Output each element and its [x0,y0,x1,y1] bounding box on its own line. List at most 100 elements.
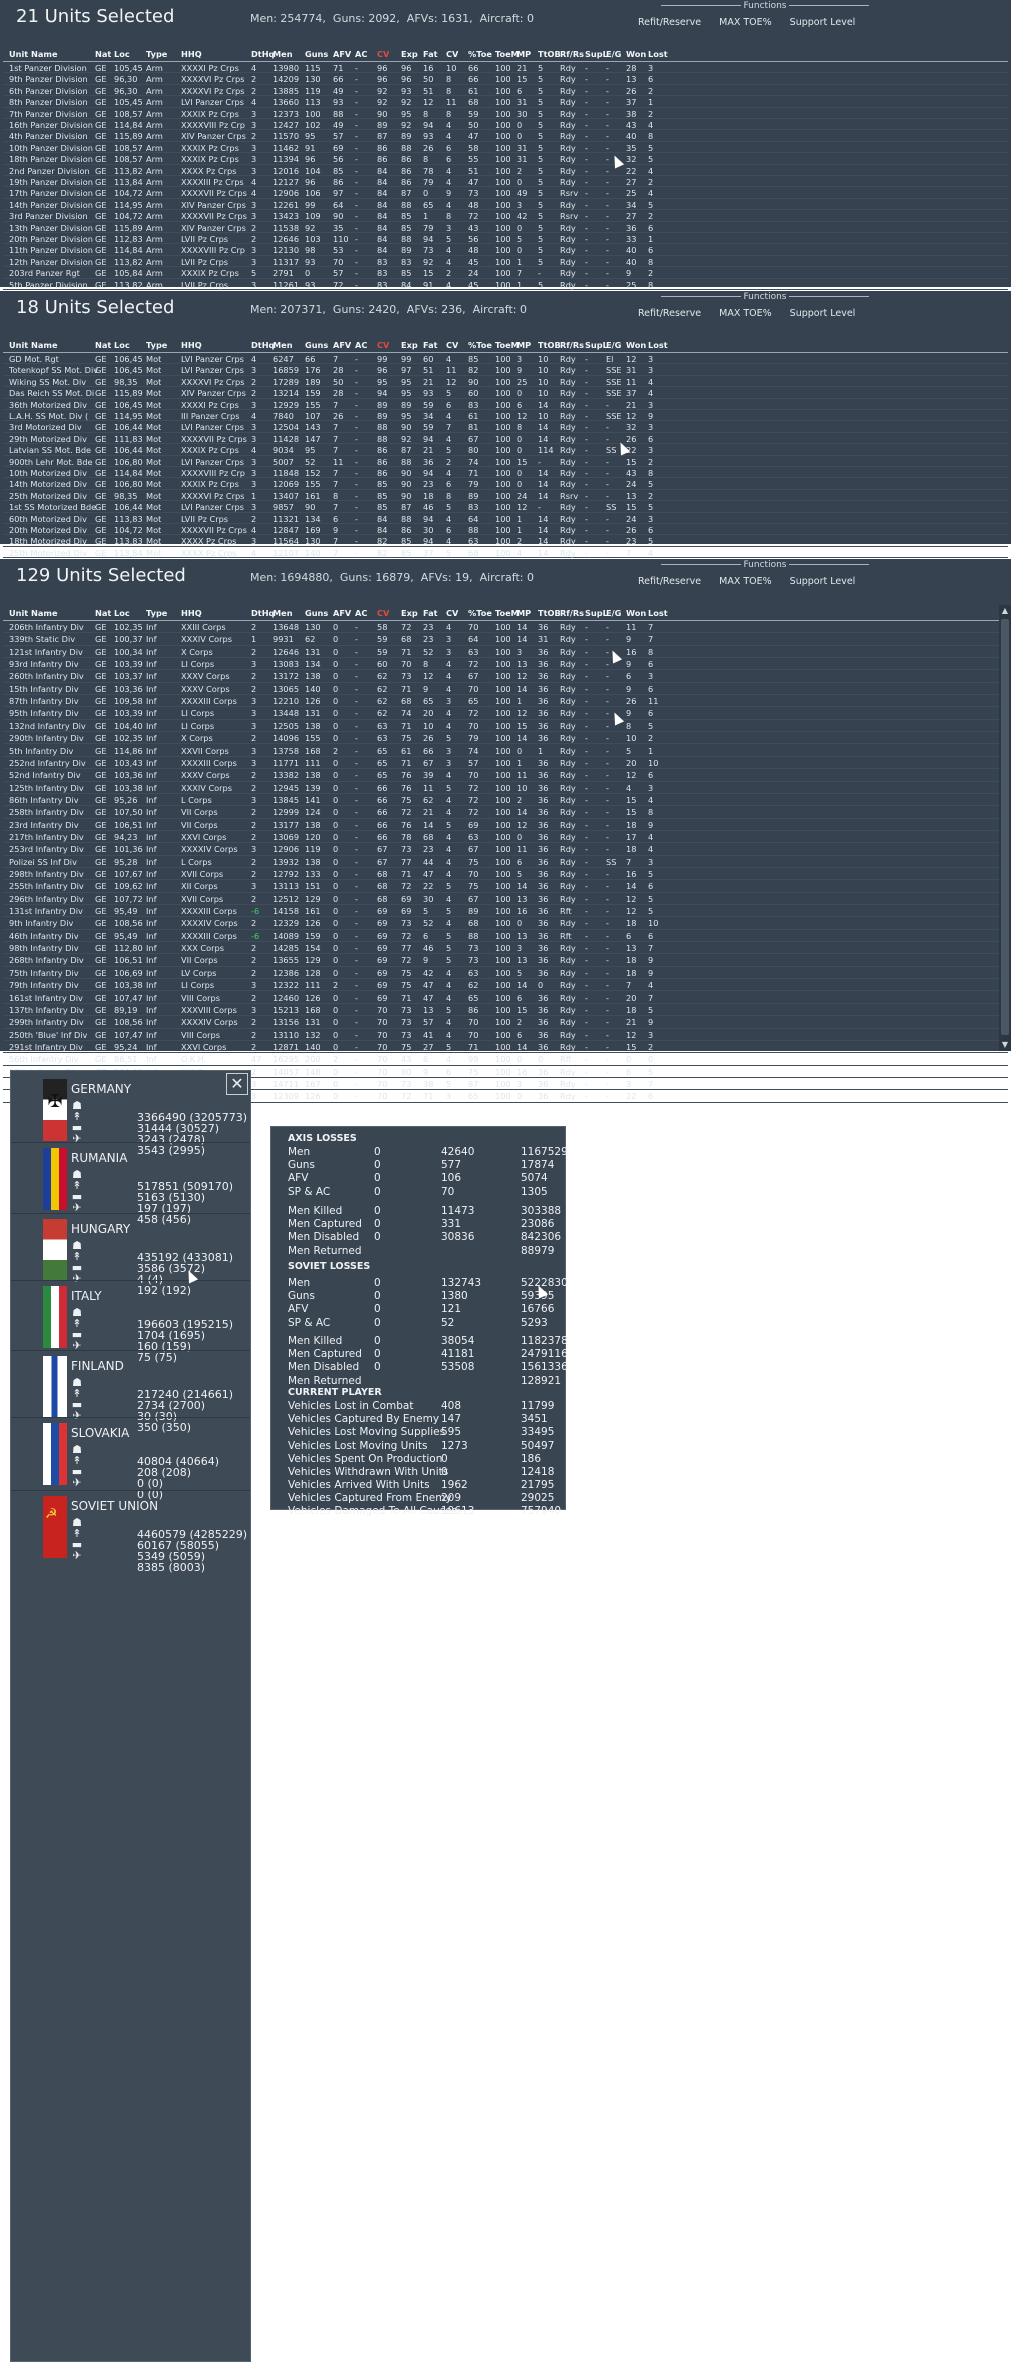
unit-row[interactable]: 203rd Panzer Rgt GE 105,84 Arm XXXIX Pz Crps… [3,267,1008,279]
unit-row[interactable]: 16th Panzer Division GE 114,84 Arm XXXXVIII … [3,119,1008,131]
column-header-hhq[interactable]: HHQ [181,608,202,618]
support-level-link[interactable]: Support Level [789,576,856,587]
column-header-ttob[interactable]: TtOB [538,49,561,59]
column-header-eg[interactable]: E/G [606,340,622,350]
column-header-exp[interactable]: Exp [401,340,418,350]
column-header-lost[interactable]: Lost [648,608,668,618]
unit-row[interactable]: Wiking SS Mot. Div GE 98,35 Mot XXXXVI Pz Cr… [3,376,1008,388]
unit-row[interactable]: 161st Infantry Div GE 107,47 Inf VIII Corps 2… [3,992,1008,1004]
unit-row[interactable]: 56th Infantry Div GE 86,51 Inf O.K.H. 47 16295… [3,1053,1008,1066]
unit-row[interactable]: 25th Motorized Div GE 98,35 Mot XXXXVI Pz Cr… [3,490,1008,502]
refit-reserve-link[interactable]: Refit/Reserve [638,17,702,28]
column-header-toe-pct[interactable]: %Toe [468,49,492,59]
unit-row[interactable]: 217th Infantry Div GE 94,23 Inf XXVI Corps 2 1… [3,831,1008,844]
unit-row[interactable]: 11th Panzer Division GE 114,84 Arm XXXXVIII … [3,244,1008,256]
unit-row[interactable]: 900th Lehr Mot. Bde GE 106,80 Mot LVI Panzer… [3,456,1008,467]
unit-row[interactable]: GD Mot. Rgt GE 106,45 Mot LVI Panzer Crps 4 62… [3,353,1008,365]
column-header-ac[interactable]: AC [355,340,368,350]
column-header-supl[interactable]: SupL [585,608,608,618]
column-header-loc[interactable]: Loc [114,608,130,618]
unit-row[interactable]: 9th Panzer Division GE 96,30 Arm XXXXVI Pz C… [3,73,1008,85]
column-header-guns[interactable]: Guns [305,608,329,618]
column-header-dthq[interactable]: DtHq [251,340,275,350]
unit-row[interactable]: L.A.H. SS Mot. Div (GE 114,95 Mot III Panze… [3,410,1008,422]
column-header-toem[interactable]: ToeM [495,340,519,350]
unit-row[interactable]: 7th Panzer Division GE 108,57 Arm XXXIX Pz C… [3,108,1008,119]
column-header-cv-rating[interactable]: CV [377,49,390,59]
column-header-exp[interactable]: Exp [401,608,418,618]
unit-row[interactable]: 290th Infantry Div GE 102,35 Inf X Corps 2 140… [3,732,1008,745]
column-header-unit-name[interactable]: Unit Name [9,608,58,618]
column-header-fat[interactable]: Fat [423,340,438,350]
unit-row[interactable]: 2nd Panzer Division GE 113,82 Arm XXXX Pz Cr… [3,165,1008,176]
column-header-toem[interactable]: ToeM [495,608,519,618]
column-header-afv[interactable]: AFV [333,49,352,59]
column-header-nat[interactable]: Nat [95,49,112,59]
scroll-down-icon[interactable]: ▼ [1001,1040,1009,1049]
column-header-nat[interactable]: Nat [95,608,112,618]
scroll-up-icon[interactable]: ▲ [1001,606,1009,615]
unit-row[interactable]: 260th Infantry Div GE 103,37 Inf XXXV Corps 2… [3,670,1008,683]
column-header-exp[interactable]: Exp [401,49,418,59]
unit-row[interactable]: 17th Panzer Division GE 104,72 Arm XXXXVII P… [3,187,1008,199]
column-header-toem[interactable]: ToeM [495,49,519,59]
column-header-hhq[interactable]: HHQ [181,340,202,350]
column-header-type[interactable]: Type [146,608,168,618]
column-header-lost[interactable]: Lost [648,340,668,350]
unit-row[interactable]: 79th Infantry Div GE 103,38 Inf LI Corps 3 123… [3,979,1008,992]
unit-row[interactable]: 131st Infantry Div GE 95,49 Inf XXXXIII Corp… [3,905,1008,918]
column-header-cv[interactable]: CV [446,49,459,59]
column-header-loc[interactable]: Loc [114,340,130,350]
unit-row[interactable]: 125th Infantry Div GE 103,38 Inf XXXIV Corps… [3,782,1008,794]
unit-row[interactable]: 121st Infantry Div GE 100,34 Inf X Corps 2 126… [3,646,1008,659]
column-header-men[interactable]: Men [273,340,293,350]
column-header-mp[interactable]: MP [517,340,532,350]
unit-row[interactable]: Polizei SS Inf Div GE 95,28 Inf L Corps 2 1393… [3,856,1008,868]
column-header-supl[interactable]: SupL [585,49,608,59]
column-header-won[interactable]: Won [626,608,647,618]
refit-reserve-link[interactable]: Refit/Reserve [638,308,702,319]
column-header-afv[interactable]: AFV [333,340,352,350]
unit-row[interactable]: 10th Motorized Div GE 114,84 Mot XXXXVIII Pz… [3,467,1008,479]
column-header-fat[interactable]: Fat [423,49,438,59]
column-header-rf-rs[interactable]: Rf/Rs [560,49,585,59]
unit-row[interactable]: 10th Panzer Division GE 108,57 Arm XXXIX Pz … [3,142,1008,154]
column-header-cv[interactable]: CV [446,340,459,350]
column-header-toe-pct[interactable]: %Toe [468,340,492,350]
unit-row[interactable]: 255th Infantry Div GE 109,62 Inf XII Corps 3 1… [3,880,1008,893]
scrollbar[interactable]: ▲ ▼ [999,605,1011,1051]
column-header-loc[interactable]: Loc [114,49,130,59]
column-header-ttob[interactable]: TtOB [538,340,561,350]
unit-row[interactable]: 93rd Infantry Div GE 103,39 Inf LI Corps 3 130… [3,658,1008,671]
unit-row[interactable]: 132nd Infantry Div GE 104,40 Inf LI Corps 3 12… [3,720,1008,733]
unit-row[interactable]: 52nd Infantry Div GE 103,36 Inf XXXV Corps 2 1… [3,769,1008,782]
max-toe-link[interactable]: MAX TOE% [719,308,772,319]
column-header-type[interactable]: Type [146,340,168,350]
column-header-rf-rs[interactable]: Rf/Rs [560,340,585,350]
unit-row[interactable]: 137th Infantry Div GE 89,19 Inf XXXVIII Corp… [3,1004,1008,1017]
unit-row[interactable]: 20th Motorized Div GE 104,72 Mot XXXXVII Pz … [3,524,1008,536]
unit-row[interactable]: 36th Motorized Div GE 106,45 Mot XXXXI Pz Cr… [3,399,1008,410]
column-header-eg[interactable]: E/G [606,49,622,59]
unit-row[interactable]: 258th Infantry Div GE 107,50 Inf VII Corps 2 1… [3,806,1008,819]
unit-row[interactable]: 60th Motorized Div GE 113,83 Mot LVII Pz Crp… [3,513,1008,524]
unit-row[interactable]: 12th Panzer Division GE 113,82 Arm LVII Pz C… [3,256,1008,268]
unit-row[interactable]: 253rd Infantry Div GE 101,36 Inf XXXXIV Corp… [3,843,1008,856]
unit-row[interactable]: 4th Panzer Division GE 115,89 Arm XIV Panzer… [3,130,1008,142]
column-header-hhq[interactable]: HHQ [181,49,202,59]
unit-row[interactable]: 296th Infantry Div GE 107,72 Inf XVII Corps 2… [3,893,1008,906]
unit-row[interactable]: 299th Infantry Div GE 108,56 Inf XXXXIV Corp… [3,1016,1008,1029]
column-header-cv-rating[interactable]: CV [377,340,390,350]
unit-row[interactable]: 1st SS Motorized Bde GE 106,44 Mot LVI Panze… [3,501,1008,513]
max-toe-link[interactable]: MAX TOE% [719,17,772,28]
column-header-eg[interactable]: E/G [606,608,622,618]
close-icon[interactable]: ✕ [226,1073,248,1095]
refit-reserve-link[interactable]: Refit/Reserve [638,576,702,587]
unit-row[interactable]: 18th Motorized Div GE 113,83 Mot XXXX Pz Crp… [3,535,1008,547]
unit-row[interactable]: 95th Infantry Div GE 103,39 Inf LI Corps 3 134… [3,707,1008,720]
unit-row[interactable]: 20th Panzer Division GE 112,83 Arm LVII Pz C… [3,233,1008,245]
unit-row[interactable]: 8th Panzer Division GE 105,45 Arm LVI Panzer… [3,96,1008,108]
unit-row[interactable]: Das Reich SS Mot. Di GE 115,89 Mot XIV Panze… [3,387,1008,399]
unit-row[interactable]: 46th Infantry Div GE 95,49 Inf XXXXIII Corps… [3,930,1008,943]
column-header-dthq[interactable]: DtHq [251,49,275,59]
